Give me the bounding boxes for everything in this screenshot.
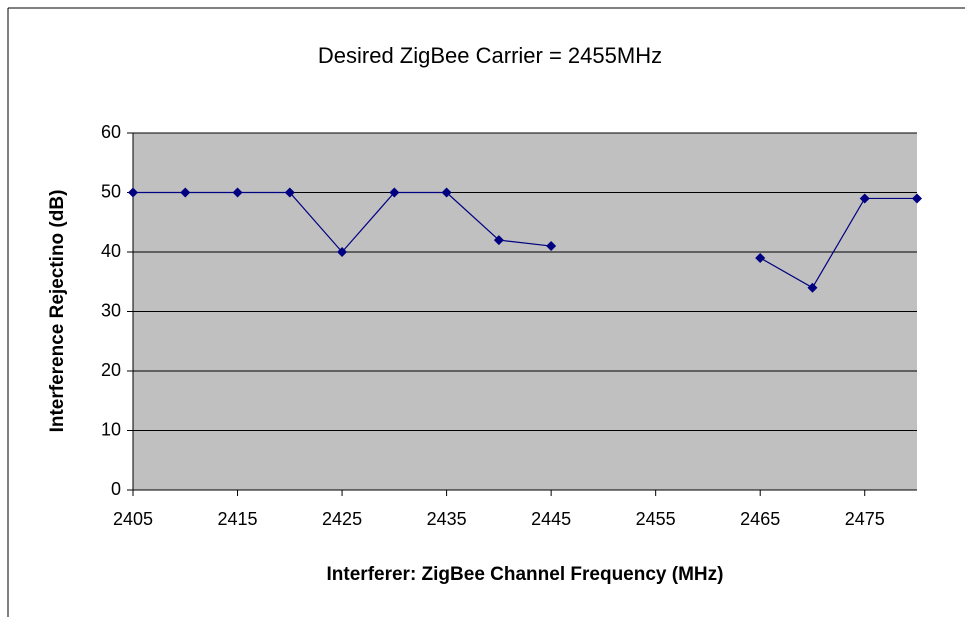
y-tick-label: 60: [101, 122, 121, 142]
y-tick-label: 10: [101, 419, 121, 439]
data-marker: [128, 187, 138, 198]
x-tick-label: 2415: [218, 509, 258, 529]
chart-title: Desired ZigBee Carrier = 2455MHz: [318, 43, 662, 68]
x-tick-label: 2405: [113, 509, 153, 529]
data-marker: [755, 252, 766, 263]
data-marker: [441, 187, 452, 198]
y-tick-label: 30: [101, 300, 121, 320]
x-axis-label: Interferer: ZigBee Channel Frequency (MH…: [327, 564, 724, 585]
data-marker: [546, 241, 557, 252]
data-marker: [284, 187, 295, 198]
x-tick-label: 2475: [845, 509, 885, 529]
x-tick-label: 2435: [427, 509, 467, 529]
y-tick-label: 50: [101, 181, 121, 201]
data-marker: [807, 282, 818, 293]
y-tick-label: 0: [111, 479, 121, 499]
x-tick-label: 2465: [740, 509, 780, 529]
x-tick-label: 2455: [636, 509, 676, 529]
x-tick-label: 2445: [531, 509, 571, 529]
data-marker: [232, 187, 243, 198]
data-marker: [493, 235, 504, 246]
x-tick-label: 2425: [322, 509, 362, 529]
y-tick-label: 40: [101, 241, 121, 261]
data-marker: [180, 187, 191, 198]
y-axis-label: Interference Rejectino (dB): [47, 190, 68, 433]
y-tick-label: 20: [101, 360, 121, 380]
data-marker: [389, 187, 400, 198]
data-marker: [912, 193, 922, 204]
data-marker: [337, 247, 348, 257]
data-marker: [859, 193, 870, 204]
